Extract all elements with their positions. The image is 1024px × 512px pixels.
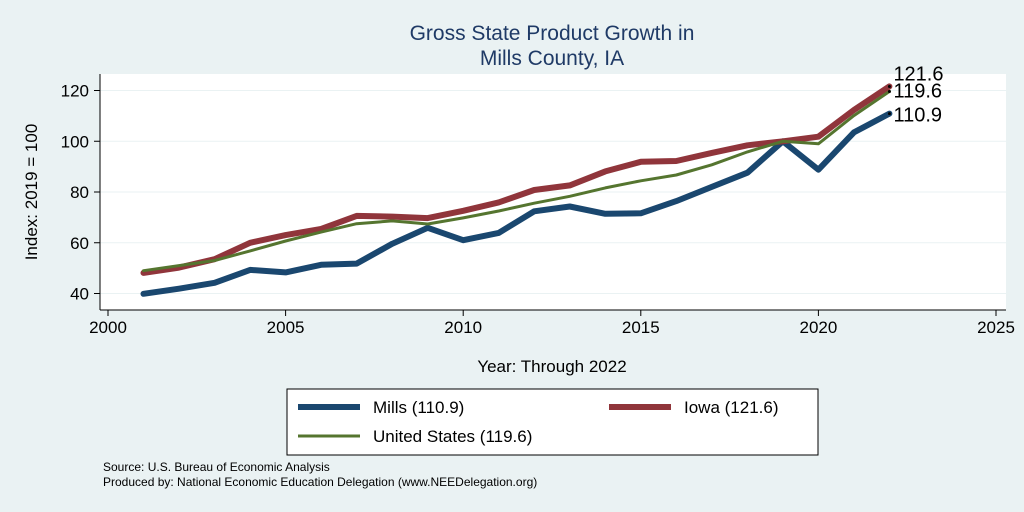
legend-box	[286, 388, 819, 456]
end-value-label: 119.6	[893, 81, 942, 103]
end-point-marker	[887, 90, 891, 94]
end-value-label: 110.9	[893, 105, 942, 127]
y-ticks: 40 60 80 100 120	[61, 82, 100, 304]
x-tick-label: 2025	[977, 318, 1015, 337]
legend-label: Mills (110.9)	[373, 398, 464, 417]
y-tick-label: 120	[61, 82, 89, 101]
x-tick-label: 2005	[267, 318, 305, 337]
end-point-marker	[887, 84, 891, 88]
line-chart: Gross State Product Growth in Mills Coun…	[22, 22, 1015, 456]
legend: Mills (110.9) Iowa (121.6) United States (…	[298, 398, 779, 446]
chart-title-line-2: Mills County, IA	[480, 47, 624, 70]
y-tick-label: 60	[70, 234, 89, 253]
series-line-0	[140, 110, 893, 297]
x-tick-label: 2015	[622, 318, 660, 337]
source-note: Source: U.S. Bureau of Economic Analysis	[103, 460, 330, 474]
y-tick-label: 100	[61, 132, 89, 151]
y-axis-label: Index: 2019 = 100	[22, 124, 41, 261]
end-value-label: 121.6	[893, 63, 943, 85]
x-ticks: 2000 2005 2010 2015 2020 2025	[89, 310, 1015, 337]
series-line-1	[140, 83, 893, 276]
x-tick-label: 2000	[89, 318, 127, 337]
x-axis-label: Year: Through 2022	[477, 357, 626, 376]
legend-label: Iowa (121.6)	[684, 398, 779, 417]
produced-by-note: Produced by: National Economic Education…	[103, 475, 538, 489]
series-line-2	[142, 90, 891, 273]
legend-label: United States (119.6)	[373, 427, 532, 446]
series-lines	[140, 83, 893, 297]
x-tick-label: 2020	[799, 318, 837, 337]
chart-title-line-1: Gross State Product Growth in	[410, 22, 695, 45]
x-tick-label: 2010	[444, 318, 482, 337]
end-point-marker	[887, 112, 891, 116]
y-tick-label: 40	[70, 285, 89, 304]
y-tick-label: 80	[70, 183, 89, 202]
